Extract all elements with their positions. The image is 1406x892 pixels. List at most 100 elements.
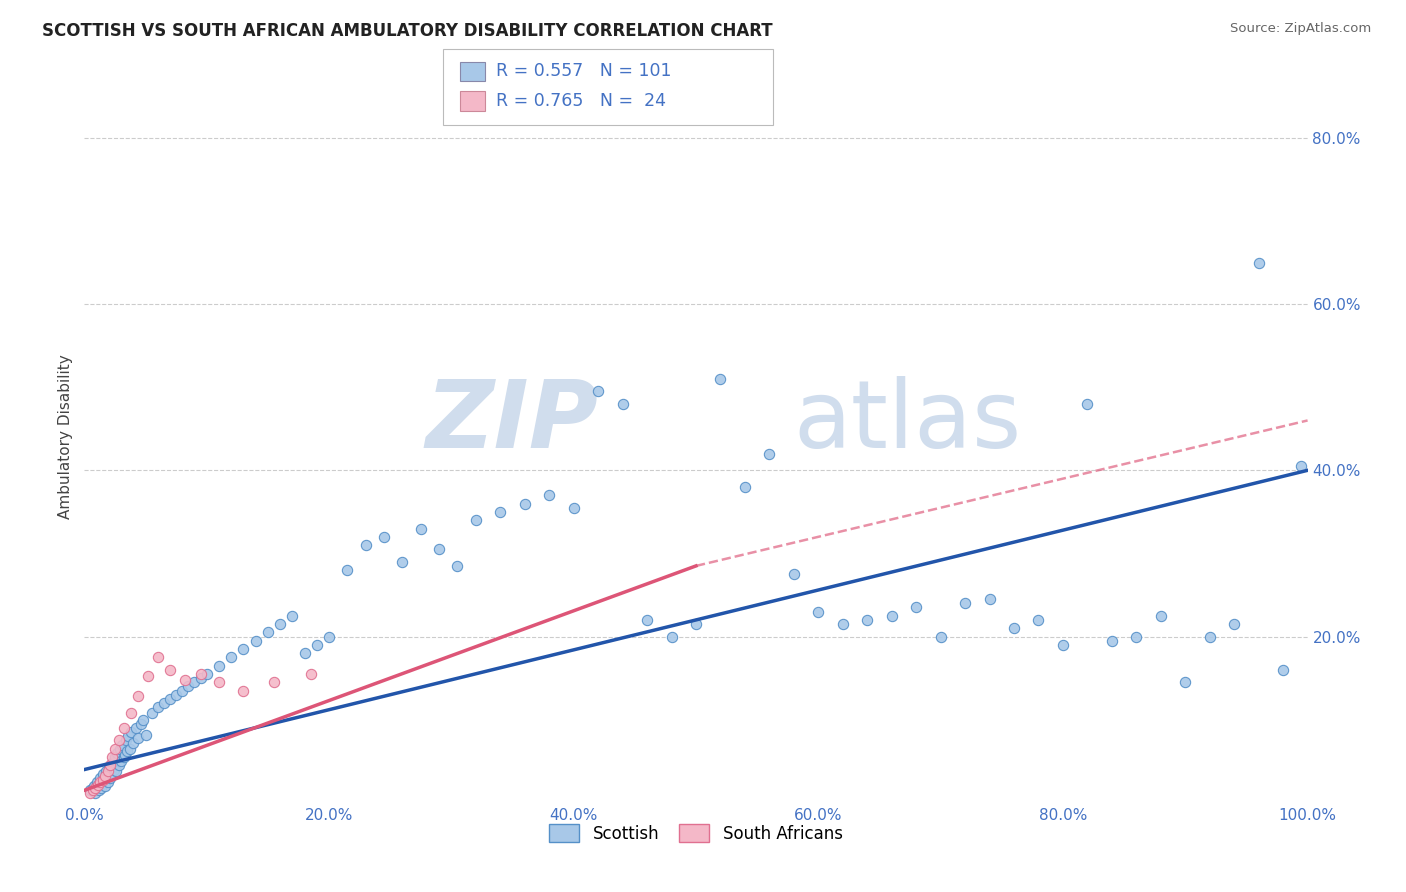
Point xyxy=(336,563,359,577)
Point xyxy=(110,754,132,768)
Point xyxy=(318,630,340,644)
Point xyxy=(159,663,181,677)
Point xyxy=(84,786,107,800)
Point xyxy=(232,642,254,657)
Point xyxy=(709,372,731,386)
Point xyxy=(294,646,316,660)
Point xyxy=(100,766,122,780)
Point xyxy=(129,716,152,731)
Text: atlas: atlas xyxy=(794,376,1022,468)
Point xyxy=(115,744,138,758)
Point xyxy=(807,605,830,619)
Point xyxy=(758,447,780,461)
Point xyxy=(104,750,127,764)
Point xyxy=(190,667,212,681)
Point xyxy=(97,764,120,779)
Point xyxy=(1198,630,1220,644)
Text: ZIP: ZIP xyxy=(425,376,598,468)
Point xyxy=(446,558,468,573)
Point xyxy=(208,675,231,690)
Point xyxy=(96,764,118,779)
Point xyxy=(108,741,131,756)
Point xyxy=(101,756,124,770)
Y-axis label: Ambulatory Disability: Ambulatory Disability xyxy=(58,355,73,519)
Point xyxy=(98,771,121,785)
Point xyxy=(91,766,114,780)
Point xyxy=(391,555,413,569)
Point xyxy=(831,617,853,632)
Point xyxy=(114,747,136,762)
Point xyxy=(538,488,561,502)
Point xyxy=(409,521,432,535)
Point xyxy=(132,713,155,727)
Point xyxy=(305,638,328,652)
Point xyxy=(263,675,285,690)
Point xyxy=(87,782,110,797)
Point xyxy=(905,600,928,615)
Point xyxy=(115,733,138,747)
Point xyxy=(87,778,110,792)
Point xyxy=(1174,675,1197,690)
Point xyxy=(464,513,486,527)
Point xyxy=(257,625,280,640)
Point xyxy=(107,733,129,747)
Point xyxy=(84,780,107,795)
Point xyxy=(1272,663,1295,677)
Point xyxy=(354,538,377,552)
Point xyxy=(1052,638,1074,652)
Point xyxy=(105,746,128,760)
Point xyxy=(1076,397,1098,411)
Point xyxy=(90,780,112,795)
Point xyxy=(159,692,181,706)
Point xyxy=(89,775,111,789)
Text: R = 0.557   N = 101: R = 0.557 N = 101 xyxy=(496,62,672,80)
Point xyxy=(929,630,952,644)
Point xyxy=(125,721,148,735)
Point xyxy=(104,741,127,756)
Text: SCOTTISH VS SOUTH AFRICAN AMBULATORY DISABILITY CORRELATION CHART: SCOTTISH VS SOUTH AFRICAN AMBULATORY DIS… xyxy=(42,22,773,40)
Point xyxy=(101,750,124,764)
Text: R = 0.765   N =  24: R = 0.765 N = 24 xyxy=(496,92,666,110)
Point xyxy=(783,567,806,582)
Point xyxy=(153,696,176,710)
Point xyxy=(117,729,139,743)
Point xyxy=(685,617,707,632)
Point xyxy=(1028,613,1050,627)
Point xyxy=(173,673,195,687)
Point xyxy=(586,384,609,399)
Point xyxy=(1223,617,1246,632)
Point xyxy=(208,658,231,673)
Point xyxy=(513,497,536,511)
Point xyxy=(146,700,169,714)
Point xyxy=(612,397,634,411)
Point xyxy=(299,667,322,681)
Point xyxy=(232,683,254,698)
Point xyxy=(83,779,105,793)
Point xyxy=(103,763,125,777)
Point xyxy=(172,683,194,698)
Point xyxy=(427,542,450,557)
Point xyxy=(489,505,512,519)
Legend: Scottish, South Africans: Scottish, South Africans xyxy=(543,818,849,849)
Point xyxy=(373,530,395,544)
Point xyxy=(165,688,187,702)
Point xyxy=(82,783,104,797)
Point xyxy=(880,608,903,623)
Point xyxy=(979,592,1001,607)
Point xyxy=(127,731,149,745)
Point xyxy=(141,706,163,720)
Point xyxy=(1125,630,1147,644)
Point xyxy=(190,671,212,685)
Point xyxy=(86,775,108,789)
Point xyxy=(112,721,135,735)
Point xyxy=(953,596,976,610)
Point xyxy=(183,675,205,690)
Point xyxy=(120,725,142,739)
Point xyxy=(636,613,658,627)
Point xyxy=(1150,608,1173,623)
Point xyxy=(269,617,291,632)
Point xyxy=(111,738,134,752)
Point xyxy=(281,608,304,623)
Point xyxy=(94,779,117,793)
Point xyxy=(661,630,683,644)
